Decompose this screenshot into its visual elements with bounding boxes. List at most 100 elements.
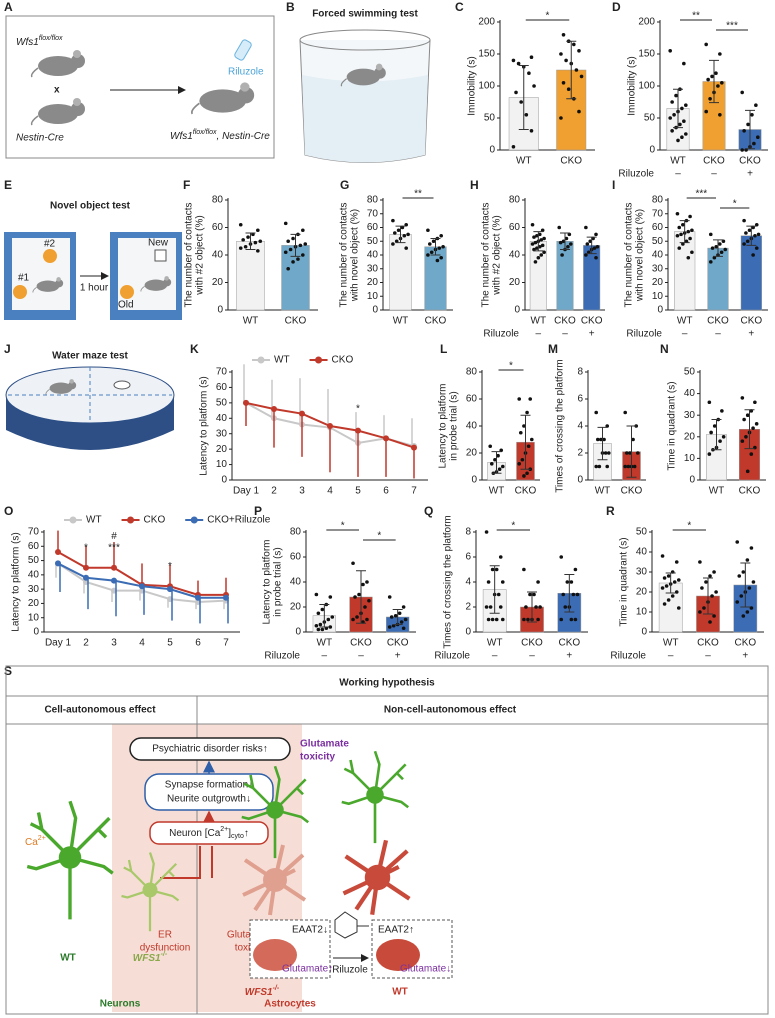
data-point xyxy=(522,567,526,572)
data-point xyxy=(139,583,145,590)
x-tick-label: CKO xyxy=(739,486,761,497)
data-point xyxy=(603,451,608,455)
data-point xyxy=(559,617,564,622)
y-tick-label: 0 xyxy=(33,627,39,638)
data-point xyxy=(355,427,361,434)
data-point xyxy=(561,81,566,85)
data-point xyxy=(301,253,305,257)
x-tick-label: WT xyxy=(531,316,547,327)
data-point xyxy=(429,250,434,255)
y-tick-label: 80 xyxy=(290,527,302,538)
x-tick-label: WT xyxy=(317,638,333,649)
data-point xyxy=(351,561,355,566)
data-point xyxy=(686,229,691,234)
data-point xyxy=(566,244,570,249)
bar xyxy=(740,235,762,311)
data-point xyxy=(559,555,564,559)
data-point xyxy=(751,426,755,430)
data-point xyxy=(500,464,505,469)
mouse xyxy=(190,81,256,115)
data-point xyxy=(666,574,671,578)
y-tick-label: 70 xyxy=(216,367,228,378)
data-point xyxy=(519,100,523,104)
data-point xyxy=(712,614,716,618)
beaker-rim xyxy=(299,29,431,51)
data-point xyxy=(561,239,566,244)
data-point xyxy=(484,605,489,609)
data-point xyxy=(514,90,518,95)
y-axis-label: Latency to platform xyxy=(262,539,273,624)
data-point xyxy=(592,246,597,250)
data-point xyxy=(320,607,325,612)
data-point xyxy=(670,594,675,598)
x-tick-label: 5 xyxy=(167,638,173,649)
data-point xyxy=(710,594,714,598)
ca: Ca2+ xyxy=(25,835,46,847)
data-point xyxy=(626,464,631,469)
data-point xyxy=(296,257,300,261)
y-tick-label: 60 xyxy=(509,222,521,233)
data-point xyxy=(676,606,681,610)
er: ER xyxy=(158,930,172,941)
data-point xyxy=(684,103,688,107)
data-point xyxy=(238,246,243,250)
data-point xyxy=(635,451,640,455)
data-point xyxy=(745,610,750,614)
bar xyxy=(281,245,310,311)
data-point xyxy=(679,232,683,237)
y-tick-label: 60 xyxy=(367,222,379,233)
data-point xyxy=(735,540,740,544)
error-bar xyxy=(533,231,544,252)
data-point xyxy=(754,103,758,107)
data-point xyxy=(557,225,562,230)
data-point xyxy=(496,453,500,458)
data-point xyxy=(401,626,406,631)
y-tick-label: 80 xyxy=(367,195,379,206)
y-axis-label: Latency to platform (s) xyxy=(11,532,22,631)
data-point xyxy=(537,244,542,249)
data-point xyxy=(55,560,61,567)
data-point xyxy=(529,55,534,59)
data-point xyxy=(666,598,671,602)
x-tick-label: CKO xyxy=(558,638,580,649)
data-point xyxy=(602,437,606,442)
data-point xyxy=(595,437,600,442)
data-point xyxy=(559,52,563,56)
x-tick-label: CKO xyxy=(515,486,537,497)
data-point xyxy=(83,574,89,581)
x-tick-label: CKO xyxy=(739,156,761,167)
data-point xyxy=(707,400,712,405)
data-point xyxy=(624,451,629,455)
data-point xyxy=(498,605,503,609)
data-point xyxy=(316,611,321,616)
x-tick-label: 7 xyxy=(223,638,229,649)
data-point xyxy=(83,564,89,571)
data-point xyxy=(490,617,495,622)
data-point xyxy=(328,595,333,599)
y-tick-label: 80 xyxy=(652,195,664,206)
y-tick-label: 60 xyxy=(216,382,228,393)
data-point xyxy=(528,397,533,401)
y-tick-label: 6 xyxy=(577,394,583,405)
data-point xyxy=(529,437,534,442)
data-point xyxy=(749,546,754,550)
glutamate: Glutamate↑ xyxy=(282,964,333,975)
drug: Riluzole xyxy=(228,67,264,78)
sig-label: ** xyxy=(414,189,422,200)
y-tick-label: 40 xyxy=(636,547,648,558)
data-point xyxy=(744,231,748,235)
data-point xyxy=(367,598,371,603)
y-tick-label: 2 xyxy=(577,448,583,459)
legend-marker xyxy=(190,516,198,524)
error-bar xyxy=(746,225,757,246)
genotype: Nestin-Cre xyxy=(16,133,64,144)
y-tick-label: 150 xyxy=(478,49,495,60)
data-point xyxy=(564,236,569,241)
mouse xyxy=(30,49,86,78)
treatment-mark: – xyxy=(675,169,681,180)
y-axis-label: Immobility (s) xyxy=(467,56,478,115)
gene: Wfs1 xyxy=(170,131,193,142)
data-point xyxy=(662,576,667,580)
t: -/- xyxy=(273,985,280,992)
data-point xyxy=(670,100,674,104)
